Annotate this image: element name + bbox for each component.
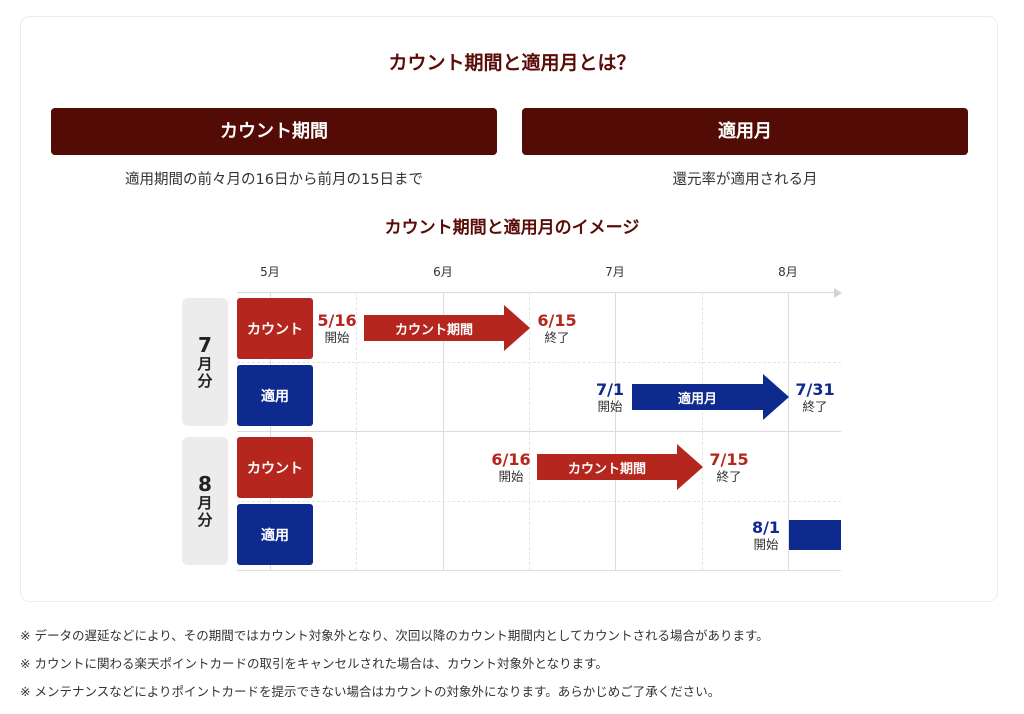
group-label-july: 7 月 分	[182, 298, 228, 426]
row-label-apply: 適用	[237, 365, 313, 426]
arrow-head-icon	[677, 444, 703, 490]
month-label-august: 8月	[778, 265, 798, 279]
note-1: ※ データの遅延などにより、その期間ではカウント対象外となり、次回以降のカウント…	[20, 628, 769, 643]
row-label-count: カウント	[237, 298, 313, 359]
apply-end-date: 7/31 終了	[795, 380, 835, 414]
apply-month-bar	[789, 520, 841, 550]
count-period-description: 適用期間の前々月の16日から前月の15日まで	[125, 172, 423, 188]
row-divider	[237, 501, 841, 502]
count-end-date: 6/15 終了	[537, 311, 577, 345]
apply-start-date: 8/1 開始	[751, 518, 781, 552]
apply-start-date: 7/1 開始	[595, 380, 625, 414]
apply-month-header: 適用月	[522, 108, 968, 155]
count-period-header: カウント期間	[51, 108, 497, 155]
timeline-bottom	[237, 570, 841, 571]
note-2: ※ カウントに関わる楽天ポイントカードの取引をキャンセルされた場合は、カウント対…	[20, 656, 608, 671]
group-month-number: 8	[198, 472, 212, 496]
count-period-arrow: カウント期間	[537, 444, 703, 490]
group-label-august: 8 月 分	[182, 437, 228, 565]
apply-month-arrow: 適用月	[632, 374, 789, 420]
arrow-head-icon	[763, 374, 789, 420]
timeline-axis	[237, 292, 835, 293]
page-title: カウント期間と適用月とは？	[388, 52, 636, 74]
count-start-date: 6/16 開始	[491, 450, 531, 484]
count-period-arrow: カウント期間	[364, 305, 530, 351]
apply-month-description: 還元率が適用される月	[672, 172, 818, 188]
diagram-title: カウント期間と適用月のイメージ	[384, 218, 640, 238]
month-label-june: 6月	[433, 265, 453, 279]
axis-arrow-icon	[834, 288, 842, 298]
month-label-may: 5月	[260, 265, 280, 279]
note-3: ※ メンテナンスなどによりポイントカードを提示できない場合はカウントの対象外にな…	[20, 684, 721, 699]
arrow-head-icon	[504, 305, 530, 351]
group-divider	[237, 431, 841, 432]
count-start-date: 5/16 開始	[317, 311, 357, 345]
month-label-july: 7月	[605, 265, 625, 279]
group-month-number: 7	[198, 333, 212, 357]
row-label-apply: 適用	[237, 504, 313, 565]
count-end-date: 7/15 終了	[709, 450, 749, 484]
row-label-count: カウント	[237, 437, 313, 498]
row-divider	[237, 362, 841, 363]
